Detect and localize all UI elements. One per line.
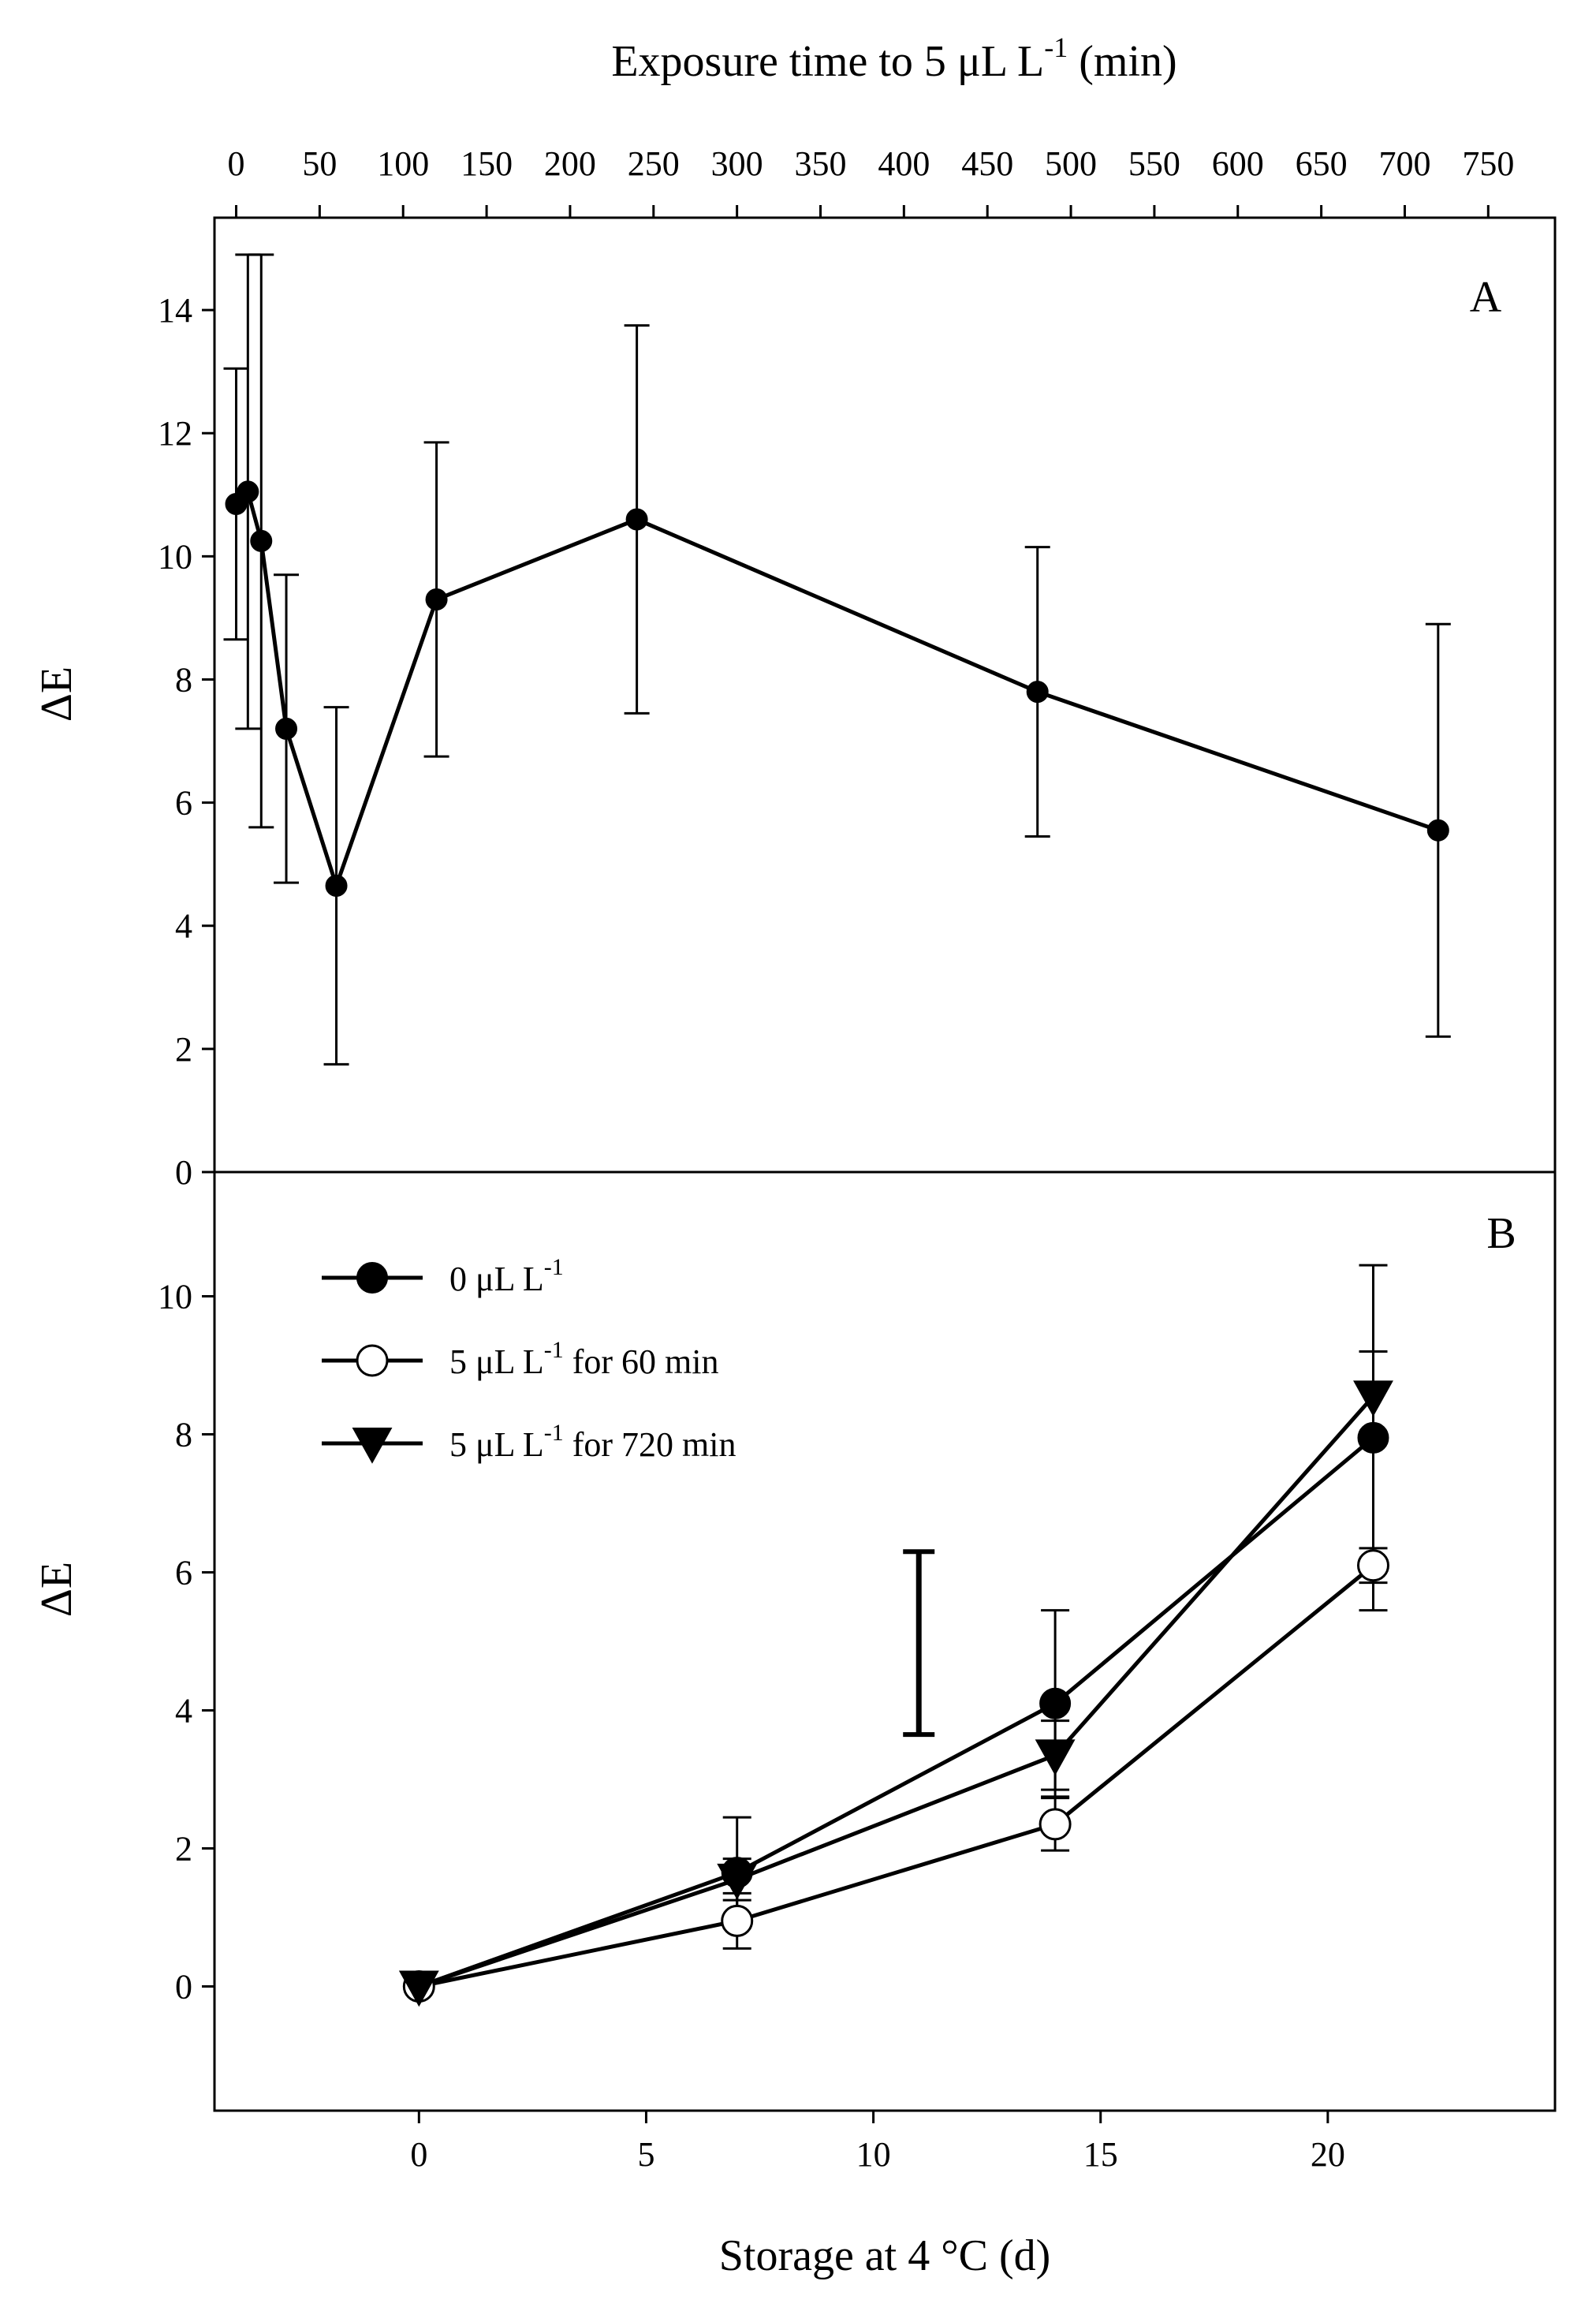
- panel-a-ytick-label: 10: [158, 537, 192, 576]
- panel-b-legend: 0 μL L-1 5 μL L-1 for 60 min 5 μL L-1 for …: [322, 1254, 736, 1464]
- panel-a-ytick-label: 14: [158, 291, 192, 330]
- legend-label-3: 5 μL L-1 for 720 min: [449, 1420, 736, 1464]
- panel-a-ytick-label: 4: [175, 907, 192, 946]
- panel-b-ticks: 0 5 10 15 20 0 2 4 6 8 10: [158, 1278, 1345, 2175]
- panel-b-series-line-1: [418, 1436, 1375, 1988]
- panel-b-data-point-2: [1356, 1549, 1389, 1582]
- panel-a-data-point: [325, 875, 348, 897]
- panel-a-ylabel: ΔE: [32, 666, 81, 722]
- panel-b-ytick-label: 2: [175, 1830, 192, 1869]
- panel-a-plot: [223, 253, 1451, 1066]
- panel-b-ytick-label: 10: [158, 1278, 192, 1316]
- legend-marker-2: [356, 1344, 389, 1377]
- panel-a-data-point: [237, 480, 259, 503]
- panel-a-xtick-label: 400: [878, 144, 930, 183]
- panel-b-xtick-label: 10: [856, 2135, 891, 2174]
- panel-a-data-point: [250, 529, 273, 552]
- panel-a-xtick-label: 0: [228, 144, 245, 183]
- panel-b-series-line-3: [418, 1394, 1375, 1988]
- panel-b-ytick-label: 6: [175, 1554, 192, 1592]
- panel-a-xtick-label: 350: [794, 144, 846, 183]
- panel-a-data-point: [1026, 681, 1049, 704]
- panel-b-xtick-label: 15: [1083, 2135, 1118, 2174]
- legend-label-2: 5 μL L-1 for 60 min: [449, 1337, 718, 1381]
- panel-b-ytick-label: 0: [175, 1968, 192, 2007]
- legend-marker-1: [356, 1262, 388, 1294]
- panel-a-xtick-label: 150: [461, 144, 513, 183]
- panel-a-frame: [213, 216, 1557, 1174]
- panel-b-xtick-label: 0: [410, 2135, 427, 2174]
- panel-b-data-point-2: [1039, 1808, 1072, 1841]
- panel-b-data-point-3: [398, 1970, 439, 2007]
- panel-a-xtick-label: 250: [628, 144, 680, 183]
- panel-a-ytick-label: 6: [175, 784, 192, 823]
- panel-a-xlabel: Exposure time to 5 μL L-1 (min): [611, 32, 1176, 86]
- panel-a-xtick-label: 200: [544, 144, 596, 183]
- panel-a-xtick-label: 550: [1128, 144, 1180, 183]
- panel-b-data-point-3: [717, 1863, 758, 1900]
- panel-b-ylabel: ΔE: [32, 1562, 81, 1617]
- panel-a-data-point: [275, 717, 298, 740]
- panel-b-data-point-1: [1039, 1687, 1072, 1719]
- panel-a-xtick-label: 700: [1378, 144, 1430, 183]
- panel-a-xtick-label: 450: [961, 144, 1013, 183]
- panel-a-ytick-label: 8: [175, 660, 192, 699]
- panel-a-xtick-label: 300: [711, 144, 763, 183]
- panel-a-xtick-label: 500: [1045, 144, 1097, 183]
- panel-a-ytick-label: 0: [175, 1153, 192, 1192]
- panel-b-data-point-1: [1357, 1421, 1389, 1454]
- panel-a-data-point: [1426, 819, 1449, 842]
- legend-marker-3: [352, 1428, 393, 1464]
- panel-b-ytick-label: 4: [175, 1692, 192, 1730]
- panel-a-xtick-label: 50: [302, 144, 337, 183]
- panel-a-xtick-label: 650: [1296, 144, 1348, 183]
- panel-a-ticks: 0 50 100 150 200 250 300 350 400 450 500 550 600 650 7…: [158, 144, 1514, 1192]
- panel-a-xtick-label: 600: [1212, 144, 1264, 183]
- panel-b-label: B: [1486, 1209, 1516, 1258]
- panel-a-data-point: [625, 508, 648, 531]
- panel-b-xtick-label: 20: [1311, 2135, 1345, 2174]
- panel-b-data-point-3: [1035, 1739, 1076, 1776]
- panel-a-xtick-label: 100: [377, 144, 429, 183]
- panel-a-data-point: [425, 588, 448, 610]
- legend-label-1: 0 μL L-1: [449, 1254, 564, 1298]
- panel-b-data-point-2: [721, 1904, 754, 1937]
- panel-b-plot: [398, 1264, 1393, 2007]
- panel-b-xtick-label: 5: [637, 2135, 654, 2174]
- panel-b-series-line-2: [418, 1563, 1375, 1988]
- panel-a-label: A: [1470, 273, 1502, 322]
- panel-b-data-point-3: [1353, 1380, 1393, 1417]
- panel-b-xlabel: Storage at 4 °C (d): [719, 2231, 1051, 2280]
- panel-b-frame: [213, 1170, 1557, 2112]
- panel-a-series-line: [234, 487, 1439, 892]
- panel-b-ytick-label: 8: [175, 1416, 192, 1454]
- panel-a-ytick-label: 12: [158, 414, 192, 453]
- panel-a-ytick-label: 2: [175, 1030, 192, 1069]
- panel-a-xtick-label: 750: [1462, 144, 1514, 183]
